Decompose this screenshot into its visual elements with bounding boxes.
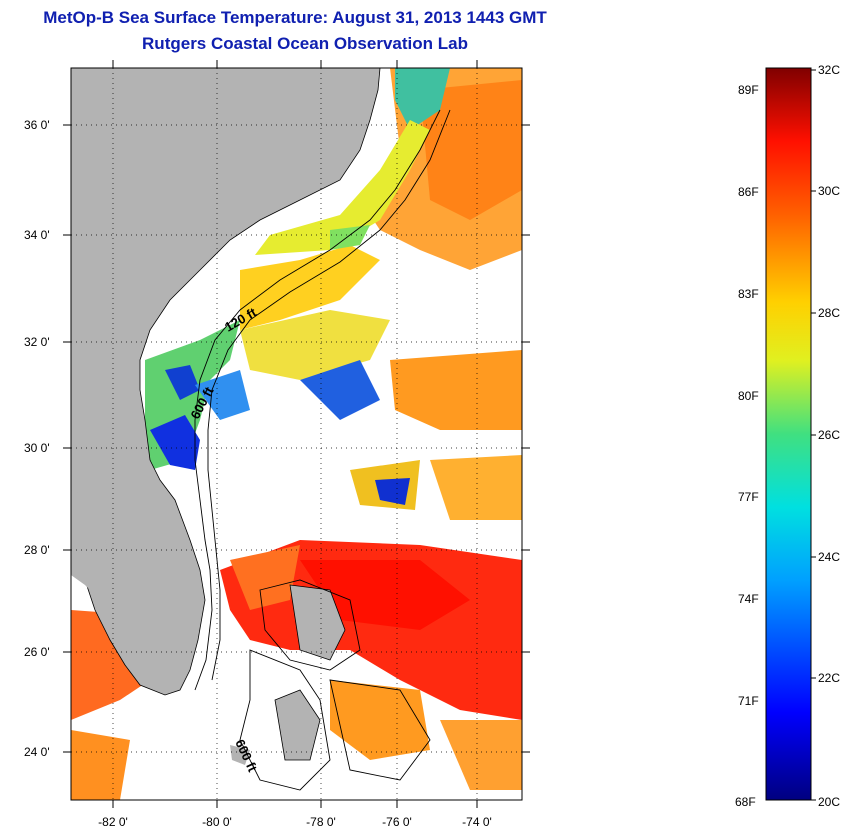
colorbar-f-label: 71F [738,694,759,708]
colorbar-f-label: 83F [738,287,759,301]
latitude-labels: 36 0' 34 0' 32 0' 30 0' 28 0' 26 0' 24 0… [24,118,50,759]
colorbar-f-label: 74F [738,592,759,606]
lon-label: -78 0' [306,815,336,829]
lat-label: 34 0' [24,228,50,242]
lat-label: 24 0' [24,745,50,759]
colorbar-f-label: 80F [738,389,759,403]
colorbar-f-label: 86F [738,185,759,199]
graticule [71,68,522,800]
lat-label: 32 0' [24,335,50,349]
colorbar-scale [765,67,812,801]
map-subtitle: Rutgers Coastal Ocean Observation Lab [142,34,468,53]
colorbar-f-label: 68F [735,795,756,809]
colorbar-c-label: 22C [818,671,840,685]
lat-label: 30 0' [24,441,50,455]
lat-label: 28 0' [24,543,50,557]
colorbar-c-label: 20C [818,795,840,809]
colorbar-c-label: 32C [818,63,840,77]
colorbar-c-label: 26C [818,428,840,442]
lat-label: 36 0' [24,118,50,132]
lon-label: -74 0' [462,815,492,829]
colorbar-c-label: 30C [818,184,840,198]
map-title: MetOp-B Sea Surface Temperature: August … [43,8,547,27]
lon-label: -80 0' [202,815,232,829]
colorbar-c-label: 28C [818,306,840,320]
lon-label: -82 0' [98,815,128,829]
map-frame [70,67,523,801]
land-mass [71,68,381,765]
colorbar-f-label: 77F [738,490,759,504]
depth-contours [194,109,451,791]
longitude-labels: -82 0' -80 0' -78 0' -76 0' -74 0' [98,815,492,829]
lat-label: 26 0' [24,645,50,659]
colorbar: 32C 30C 28C 26C 24C 22C 20C 89F 86F 83F … [735,63,840,809]
tick-marks [63,60,530,808]
sst-field [71,68,522,800]
lon-label: -76 0' [382,815,412,829]
colorbar-f-label: 89F [738,83,759,97]
colorbar-c-label: 24C [818,550,840,564]
map-panel [71,68,522,800]
